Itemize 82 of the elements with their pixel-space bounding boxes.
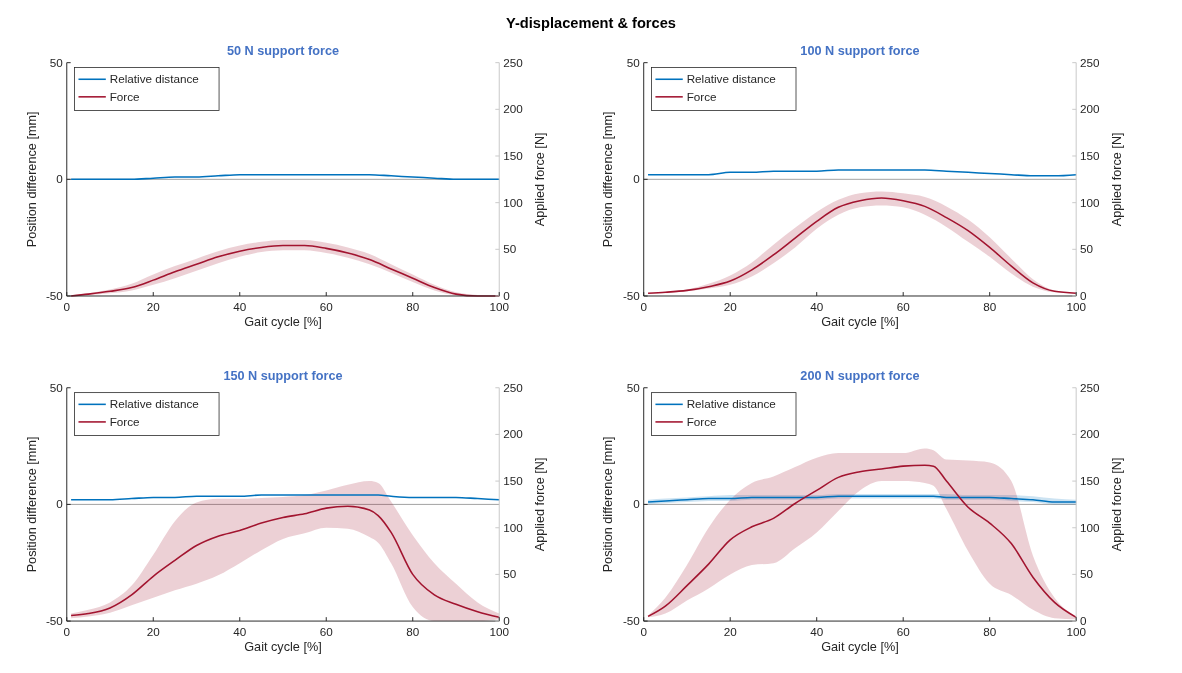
y2-tick-label: 100 xyxy=(503,520,524,534)
y2-tick-label: 250 xyxy=(503,380,524,394)
y-tick-label: 50 xyxy=(626,55,641,69)
y2-axis-title: Applied force [N] xyxy=(533,132,548,227)
y2-tick-label: 0 xyxy=(503,288,511,302)
x-tick-label: 40 xyxy=(233,624,247,638)
y2-tick-label: 200 xyxy=(1080,102,1101,116)
legend-label: Relative distance xyxy=(109,72,199,86)
y-axis-title: Position difference [mm] xyxy=(24,436,39,573)
y-tick-label: 0 xyxy=(56,497,64,511)
y2-tick-label: 0 xyxy=(503,613,511,627)
y2-tick-label: 100 xyxy=(1080,520,1101,534)
x-tick-label: 60 xyxy=(896,299,911,313)
x-axis-title: Gait cycle [%] xyxy=(244,640,322,655)
y2-tick-label: 250 xyxy=(1080,380,1101,394)
x-tick-label: 20 xyxy=(723,624,738,638)
x-tick-label: 100 xyxy=(1066,299,1087,313)
legend-label: Force xyxy=(686,89,717,103)
line-series xyxy=(70,505,501,619)
x-tick-label: 40 xyxy=(810,624,824,638)
x-tick-label: 60 xyxy=(896,624,911,638)
y2-tick-label: 100 xyxy=(503,195,524,209)
y-tick-label: -50 xyxy=(622,613,641,627)
y-tick-label: 0 xyxy=(633,497,641,511)
x-tick-label: 100 xyxy=(489,299,510,313)
x-tick-label: 60 xyxy=(319,624,334,638)
x-tick-label: 80 xyxy=(406,624,420,638)
x-tick-label: 20 xyxy=(723,299,738,313)
chart-title: 100 N support force xyxy=(800,43,920,58)
y2-tick-label: 0 xyxy=(1080,613,1088,627)
y2-tick-label: 50 xyxy=(1080,567,1094,581)
y2-tick-label: 50 xyxy=(1080,242,1094,256)
y2-tick-label: 250 xyxy=(1080,55,1101,69)
y2-axis-title: Applied force [N] xyxy=(1110,132,1125,227)
y2-axis-title: Applied force [N] xyxy=(1110,457,1125,552)
y2-tick-label: 200 xyxy=(503,427,524,441)
legend-label: Relative distance xyxy=(686,397,776,411)
x-tick-label: 100 xyxy=(1066,624,1087,638)
y-tick-label: 0 xyxy=(633,172,641,186)
x-tick-label: 20 xyxy=(146,624,161,638)
x-axis-title: Gait cycle [%] xyxy=(821,640,899,655)
y2-axis-title: Applied force [N] xyxy=(533,457,548,552)
chart-title: 150 N support force xyxy=(223,368,343,383)
legend-label: Relative distance xyxy=(686,72,776,86)
y2-tick-label: 250 xyxy=(503,55,524,69)
y2-tick-label: 0 xyxy=(1080,288,1088,302)
y2-tick-label: 150 xyxy=(1080,473,1101,487)
y2-tick-label: 150 xyxy=(503,473,524,487)
y-tick-label: 0 xyxy=(56,172,64,186)
y2-tick-label: 150 xyxy=(1080,148,1101,162)
x-tick-label: 40 xyxy=(233,299,247,313)
y2-tick-label: 200 xyxy=(1080,427,1101,441)
x-axis-title: Gait cycle [%] xyxy=(821,315,899,330)
x-tick-label: 80 xyxy=(406,299,420,313)
y-tick-label: -50 xyxy=(45,613,64,627)
legend-label: Force xyxy=(109,414,140,428)
text: Y-displacement & forces xyxy=(506,14,676,31)
legend-label: Relative distance xyxy=(109,397,199,411)
x-tick-label: 80 xyxy=(983,299,997,313)
y-tick-label: 50 xyxy=(49,55,64,69)
y2-tick-label: 150 xyxy=(503,148,524,162)
y-tick-label: 50 xyxy=(49,380,64,394)
x-tick-label: 100 xyxy=(489,624,510,638)
y2-tick-label: 50 xyxy=(503,242,517,256)
y2-tick-label: 50 xyxy=(503,567,517,581)
y-axis-title: Position difference [mm] xyxy=(601,436,616,573)
y-tick-label: -50 xyxy=(622,288,641,302)
chart-title: 200 N support force xyxy=(800,368,920,383)
chart-title: 50 N support force xyxy=(226,43,340,58)
legend-label: Force xyxy=(686,414,717,428)
x-tick-label: 40 xyxy=(810,299,824,313)
y-tick-label: 50 xyxy=(626,380,641,394)
x-tick-label: 80 xyxy=(983,624,997,638)
x-tick-label: 60 xyxy=(319,299,334,313)
x-tick-label: 20 xyxy=(146,299,161,313)
y-tick-label: -50 xyxy=(45,288,64,302)
y-axis-title: Position difference [mm] xyxy=(24,111,39,248)
y-axis-title: Position difference [mm] xyxy=(601,111,616,248)
y2-tick-label: 100 xyxy=(1080,195,1101,209)
x-axis-title: Gait cycle [%] xyxy=(244,315,322,330)
legend-label: Force xyxy=(109,89,140,103)
y2-tick-label: 200 xyxy=(503,102,524,116)
